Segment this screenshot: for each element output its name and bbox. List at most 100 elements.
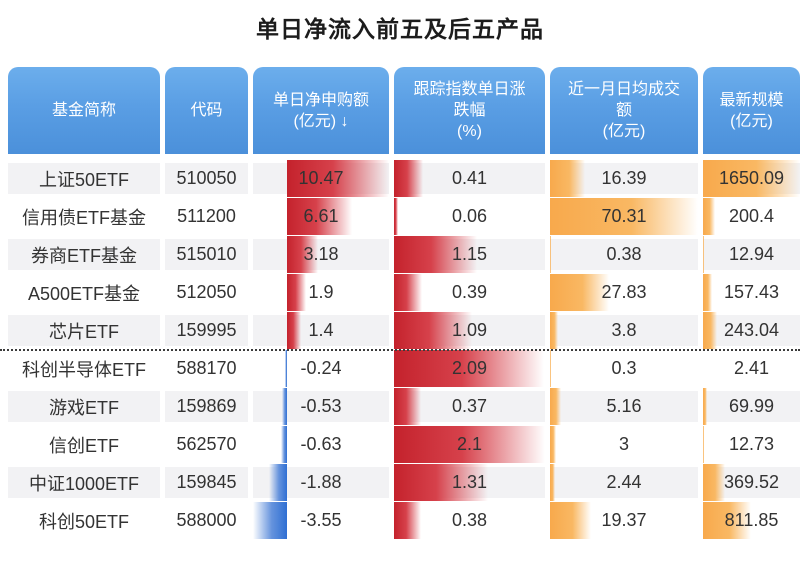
cell-value: A500ETF基金 [28,280,140,306]
cell-value: 12.94 [729,244,774,265]
cell-value: 1.9 [308,282,333,303]
cell-fund-name: 上证50ETF [8,163,160,194]
cell-value: 811.85 [725,510,779,531]
column-header-avg-turnover: 近一月日均成交额(亿元) [550,67,698,154]
cell-fund-name: 信用债ETF基金 [8,201,160,232]
cell-fund-code: 562570 [165,429,248,460]
net-flow-negative-bar [253,502,287,539]
avg-turnover-bar [550,502,591,539]
cell-latest-scale: 12.73 [703,429,800,460]
cell-net-flow: 1.4 [253,315,389,346]
avg-turnover-bar [550,388,561,425]
column-header-net-flow[interactable]: 单日净申购额(亿元) ↓ [253,67,389,154]
cell-fund-code: 515010 [165,239,248,270]
avg-turnover-bar [550,274,609,311]
index-change-bar [394,388,421,425]
avg-turnover-bar [550,350,551,387]
cell-value: 511200 [177,206,236,227]
cell-value: 芯片ETF [49,318,119,344]
cell-value: 1.4 [308,320,333,341]
net-flow-positive-bar [287,274,305,311]
cell-index-change: 0.37 [394,391,545,422]
avg-turnover-bar [550,160,585,197]
avg-turnover-bar [550,236,551,273]
cell-latest-scale: 157.43 [703,277,800,308]
cell-value: 1.31 [452,472,487,493]
cell-value: 3 [619,434,629,455]
cell-net-flow: -1.88 [253,467,389,498]
cell-avg-turnover: 70.31 [550,201,698,232]
cell-index-change: 0.41 [394,163,545,194]
column-header-label: (亿元) ↓ [293,111,348,132]
cell-avg-turnover: 5.16 [550,391,698,422]
cell-latest-scale: 243.04 [703,315,800,346]
column-header-label: 跌幅 [453,100,485,121]
cell-latest-scale: 200.4 [703,201,800,232]
net-flow-positive-bar [287,312,301,349]
cell-value: 券商ETF基金 [31,242,137,268]
column-header-label: 代码 [190,100,222,121]
cell-fund-code: 159845 [165,467,248,498]
cell-value: 3.18 [303,244,338,265]
cell-value: -3.55 [300,510,341,531]
cell-fund-code: 159995 [165,315,248,346]
column-header-label: (亿元) [603,121,646,142]
cell-latest-scale: 2.41 [703,353,800,384]
cell-value: 200.4 [729,206,774,227]
cell-index-change: 2.1 [394,429,545,460]
column-header-label: (亿元) [730,111,773,132]
cell-value: 369.52 [724,472,779,493]
avg-turnover-bar [550,426,556,463]
cell-value: 16.39 [601,168,646,189]
latest-scale-bar [703,198,715,235]
avg-turnover-bar [550,464,555,501]
latest-scale-bar [703,426,704,463]
cell-value: 588170 [176,358,236,379]
cell-fund-name: 券商ETF基金 [8,239,160,270]
cell-value: 2.41 [734,358,769,379]
cell-latest-scale: 811.85 [703,505,800,536]
cell-value: 6.61 [303,206,338,227]
cell-fund-code: 512050 [165,277,248,308]
cell-index-change: 1.31 [394,467,545,498]
cell-value: 70.31 [601,206,646,227]
cell-latest-scale: 369.52 [703,467,800,498]
column-header-name: 基金简称 [8,67,160,154]
net-flow-negative-bar [281,426,287,463]
cell-avg-turnover: 2.44 [550,467,698,498]
cell-value: 信创ETF [49,432,119,458]
cell-net-flow: 6.61 [253,201,389,232]
cell-value: 5.16 [606,396,641,417]
cell-value: 562570 [176,434,236,455]
cell-value: 0.39 [452,282,487,303]
cell-value: 19.37 [601,510,646,531]
column-header-label: 单日净申购额 [273,90,369,111]
cell-value: 159995 [176,320,236,341]
cell-avg-turnover: 0.38 [550,239,698,270]
latest-scale-bar [703,236,704,273]
cell-value: 0.3 [611,358,636,379]
cell-value: 科创50ETF [39,508,129,534]
cell-index-change: 0.39 [394,277,545,308]
index-change-bar [394,274,422,311]
cell-value: 512050 [176,282,236,303]
column-header-index-change: 跟踪指数单日涨跌幅(%) [394,67,545,154]
cell-net-flow: -0.24 [253,353,389,384]
cell-fund-name: 科创半导体ETF [8,353,160,384]
cell-index-change: 0.06 [394,201,545,232]
latest-scale-bar [703,312,717,349]
cell-fund-name: 游戏ETF [8,391,160,422]
cell-latest-scale: 69.99 [703,391,800,422]
cell-fund-code: 588000 [165,505,248,536]
column-header-label: (%) [457,121,482,142]
cell-fund-name: 科创50ETF [8,505,160,536]
cell-avg-turnover: 16.39 [550,163,698,194]
cell-index-change: 2.09 [394,353,545,384]
table-header-row: 基金简称代码单日净申购额(亿元) ↓跟踪指数单日涨跌幅(%)近一月日均成交额(亿… [8,67,793,154]
cell-value: 信用债ETF基金 [22,204,146,230]
cell-value: 159845 [176,472,236,493]
cell-index-change: 1.15 [394,239,545,270]
column-header-label: 基金简称 [52,100,116,121]
cell-net-flow: -0.63 [253,429,389,460]
column-header-label: 跟踪指数单日涨 [413,79,525,100]
